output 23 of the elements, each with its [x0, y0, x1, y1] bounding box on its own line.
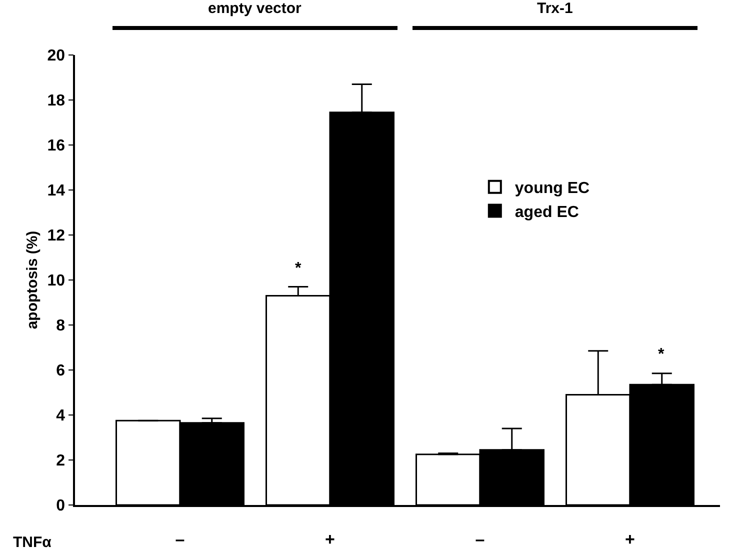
x-tick-label: –: [475, 530, 485, 550]
y-tick-label: 12: [47, 228, 66, 245]
y-tick-label: 18: [47, 92, 66, 110]
legend-label: aged EC: [514, 204, 580, 221]
y-tick-label: 10: [47, 272, 66, 290]
y-tick-label: 2: [56, 452, 66, 470]
y-tick-label: 20: [47, 48, 66, 65]
x-axis-title: TNFα: [13, 534, 52, 551]
y-tick-label: 0: [56, 498, 66, 515]
y-tick-label: 16: [47, 138, 66, 155]
x-tick-label: +: [325, 530, 336, 550]
y-tick-label: 8: [56, 318, 66, 335]
x-tick-label: –: [175, 530, 185, 550]
y-axis-title: apoptosis (%): [24, 230, 42, 330]
legend-label: young EC: [514, 180, 590, 198]
text: empty vector: [208, 0, 302, 17]
x-tick-label: +: [625, 530, 636, 550]
text: Trx-1: [537, 0, 573, 17]
y-tick-label: 14: [47, 182, 66, 200]
annotation: *: [658, 346, 665, 363]
y-tick-label: 4: [56, 408, 66, 425]
y-tick-label: 6: [56, 362, 66, 380]
annotation: *: [295, 260, 302, 277]
